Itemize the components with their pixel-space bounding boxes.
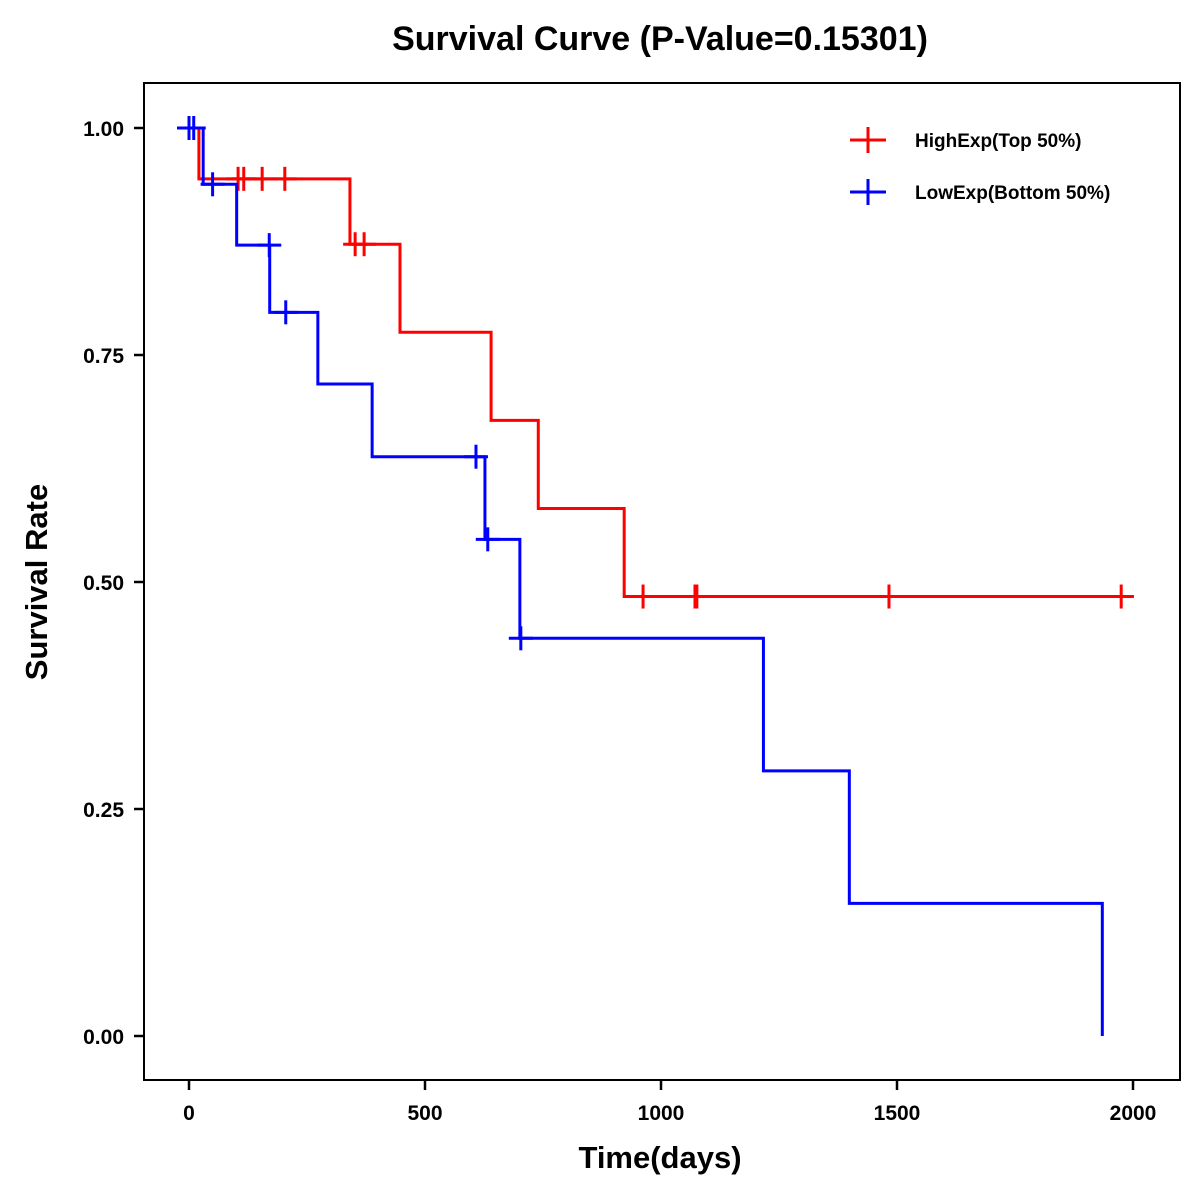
x-axis-label: Time(days) xyxy=(578,1140,741,1175)
y-axis-ticks: 0.00 0.25 0.50 0.75 1.00 xyxy=(83,118,144,1049)
series-high-exp xyxy=(189,126,1134,609)
x-tick-label: 1500 xyxy=(874,1102,921,1125)
legend-label: HighExp(Top 50%) xyxy=(915,131,1081,152)
legend-label: LowExp(Bottom 50%) xyxy=(915,183,1110,204)
plot-frame xyxy=(143,82,1181,1081)
x-tick-label: 500 xyxy=(407,1102,442,1125)
y-tick-label: 0.75 xyxy=(83,345,124,368)
y-axis-label: Survival Rate xyxy=(19,484,54,680)
x-tick-label: 0 xyxy=(183,1102,195,1125)
series-low-exp xyxy=(177,116,1104,1036)
survival-curves xyxy=(177,116,1134,1036)
x-tick-label: 1000 xyxy=(638,1102,685,1125)
y-tick-label: 0.25 xyxy=(83,799,124,822)
y-tick-label: 1.00 xyxy=(83,118,124,141)
chart-title: Survival Curve (P-Value=0.15301) xyxy=(392,20,928,58)
survival-step-line xyxy=(189,126,1104,1036)
x-axis-ticks: 0 500 1000 1500 2000 xyxy=(183,1080,1156,1125)
y-tick-label: 0.50 xyxy=(83,572,124,595)
x-tick-label: 2000 xyxy=(1110,1102,1157,1125)
legend-item: LowExp(Bottom 50%) xyxy=(850,179,1110,205)
survival-step-line xyxy=(189,126,1134,599)
legend: HighExp(Top 50%) LowExp(Bottom 50%) xyxy=(850,127,1110,205)
y-tick-label: 0.00 xyxy=(83,1026,124,1049)
legend-item: HighExp(Top 50%) xyxy=(850,127,1081,153)
